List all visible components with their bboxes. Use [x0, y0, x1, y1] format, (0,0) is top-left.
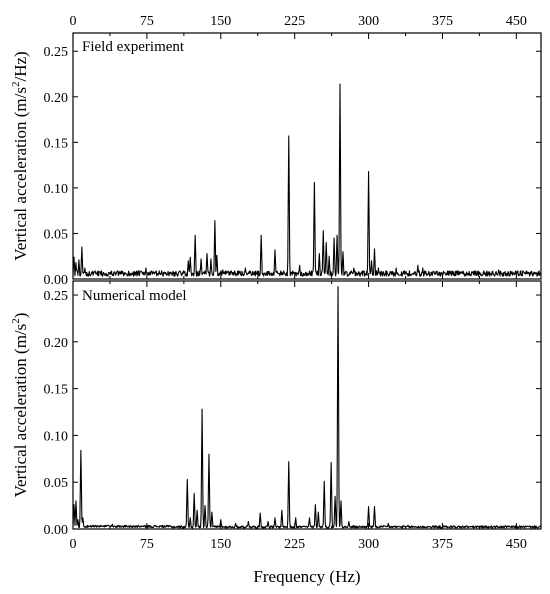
field-experiment-panel-label: Field experiment [82, 39, 185, 55]
field-experiment-y-axis-label: Vertical acceleration (m/s2/Hz) [10, 51, 30, 260]
numerical-model-x-tick-label: 225 [284, 537, 305, 552]
field-experiment-top-x-tick-label: 225 [284, 14, 305, 29]
numerical-model-y-tick-label: 0.25 [44, 289, 69, 304]
numerical-model-x-tick-label: 150 [210, 537, 231, 552]
numerical-model-x-tick-label: 300 [358, 537, 379, 552]
numerical-model-y-tick-label: 0.10 [44, 429, 69, 444]
field-experiment-y-axis: 0.00 0.05 0.10 0.15 0.20 0.25 [44, 45, 541, 288]
field-experiment-plot-frame [72, 32, 542, 280]
numerical-model-x-tick-label: 450 [506, 537, 527, 552]
field-experiment-top-x-tick-label: 150 [210, 14, 231, 29]
field-experiment-top-x-tick-label: 300 [358, 14, 379, 29]
numerical-model-y-tick-label: 0.15 [44, 383, 69, 398]
numerical-model-series-line [72, 286, 542, 529]
field-experiment-y-tick-label: 0.20 [44, 91, 69, 106]
numerical-model-y-axis-label: Vertical acceleration (m/s2) [10, 313, 30, 498]
numerical-model-y-axis: 0.00 0.05 0.10 0.15 0.20 0.25 [44, 289, 541, 538]
field-experiment-top-x-tick-label: 75 [140, 14, 154, 29]
field-experiment-y-tick-label: 0.15 [44, 136, 69, 151]
numerical-model-y-tick-label: 0.20 [44, 336, 69, 351]
numerical-model-y-tick-label: 0.00 [44, 523, 69, 538]
x-axis-label: Frequency (Hz) [253, 567, 360, 586]
numerical-model-x-tick-label: 375 [432, 537, 453, 552]
field-experiment-y-tick-label: 0.05 [44, 227, 69, 242]
field-experiment-y-tick-label: 0.10 [44, 182, 69, 197]
numerical-model-panel-label: Numerical model [82, 288, 187, 304]
numerical-model-y-tick-label: 0.05 [44, 476, 69, 491]
numerical-model-x-tick-label: 75 [140, 537, 154, 552]
field-experiment-top-x-tick-label: 375 [432, 14, 453, 29]
field-experiment-y-tick-label: 0.25 [44, 45, 69, 60]
field-experiment-top-x-tick-label: 450 [506, 14, 527, 29]
numerical-model-plot-frame [72, 280, 542, 530]
numerical-model-x-axis: 0 75 150 225 300 375 450 [70, 281, 527, 552]
field-experiment-top-x-tick-label: 0 [70, 14, 77, 29]
numerical-model-panel: 0.00 0.05 0.10 0.15 0.20 0.25 0 75 150 225 300 375… [10, 280, 542, 586]
field-experiment-y-tick-label: 0.00 [44, 273, 69, 288]
field-experiment-panel: 0.00 0.05 0.10 0.15 0.20 0.25 Field experimen… [10, 32, 542, 288]
numerical-model-x-tick-label: 0 [70, 537, 77, 552]
field-experiment-series-line [72, 83, 542, 277]
top-x-tick-labels: 0 75 150 225 300 375 450 [70, 14, 527, 29]
